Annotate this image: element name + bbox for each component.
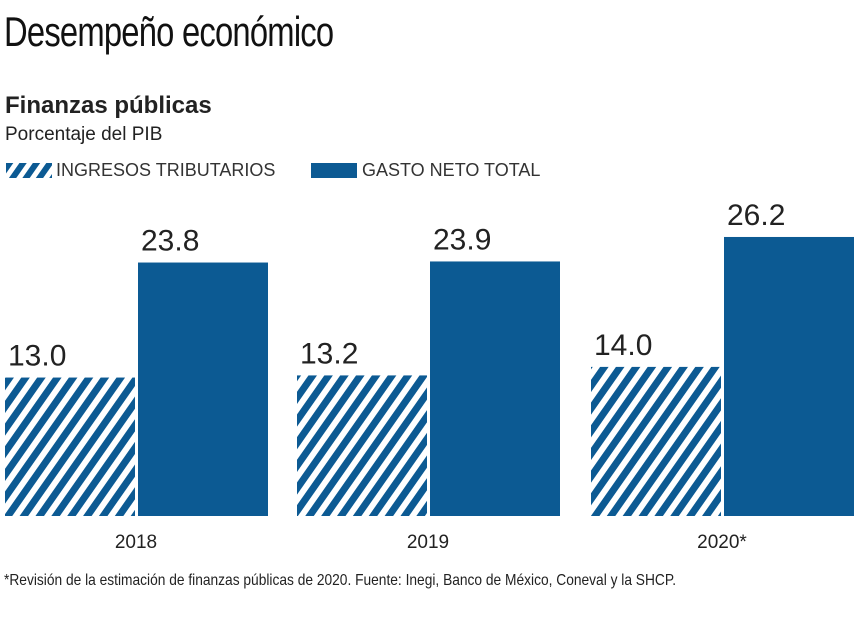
data-label: 23.8	[141, 225, 199, 258]
bar-ingresos-2019	[297, 375, 427, 516]
bar-gasto-2018	[138, 262, 268, 516]
footnote: *Revisión de la estimación de finanzas p…	[4, 572, 677, 589]
bar-gasto-2020*	[724, 236, 854, 516]
legend-swatch-solid	[311, 163, 357, 178]
legend-label-gasto: GASTO NETO TOTAL	[362, 160, 541, 180]
bar-gasto-2019	[430, 261, 560, 516]
x-tick-label: 2018	[115, 532, 157, 553]
x-tick-label: 2019	[407, 532, 449, 553]
data-label: 23.9	[433, 223, 491, 256]
page-title: Desempeño económico	[4, 8, 334, 55]
legend-label-ingresos: INGRESOS TRIBUTARIOS	[56, 160, 276, 180]
data-label: 26.2	[727, 199, 785, 232]
legend-swatch-hatched	[6, 163, 52, 178]
bar-ingresos-2020*	[591, 366, 721, 516]
x-tick-label: 2020*	[697, 532, 747, 553]
chart-subtitle: Finanzas públicas	[5, 92, 212, 119]
data-label: 13.0	[8, 340, 66, 373]
data-label: 14.0	[594, 329, 652, 362]
bar-ingresos-2018	[5, 377, 135, 516]
data-label: 13.2	[300, 337, 358, 370]
chart-unit: Porcentaje del PIB	[5, 124, 163, 145]
